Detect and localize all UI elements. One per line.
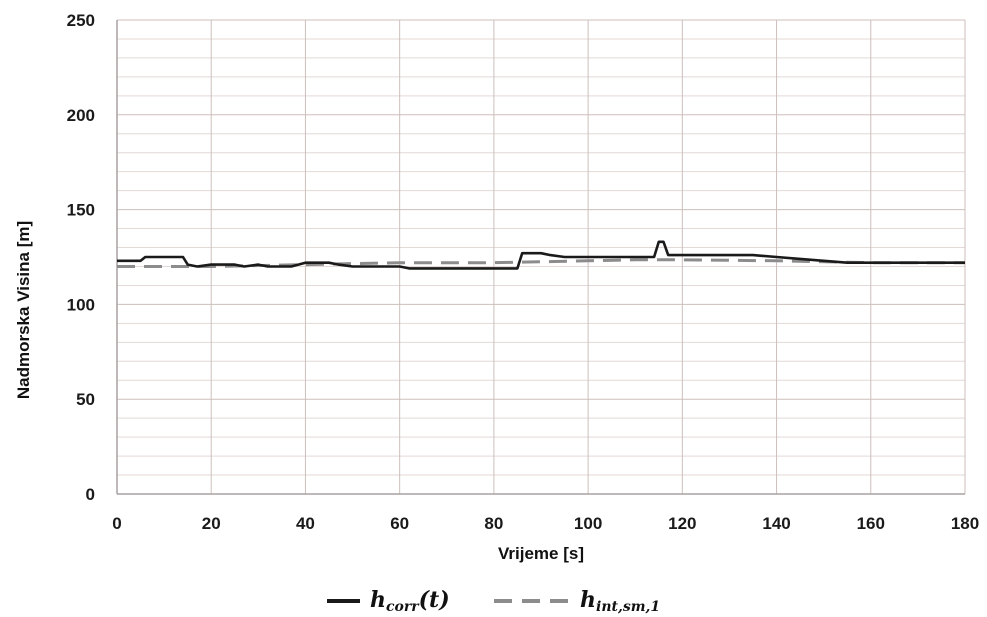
x-tick-label: 40 xyxy=(296,514,315,533)
x-tick-label: 140 xyxy=(762,514,790,533)
legend-label-h-int-sm-1: hint,sm,1 xyxy=(580,587,660,615)
series-line-1 xyxy=(117,258,965,268)
y-axis-title: Nadmorska Visina [m] xyxy=(14,221,33,399)
x-tick-label: 100 xyxy=(574,514,602,533)
y-tick-label: 100 xyxy=(67,295,95,314)
axes xyxy=(116,20,965,495)
legend-label-h-corr: hcorr(t) xyxy=(370,587,450,615)
minor-gridlines xyxy=(117,38,965,476)
x-axis-title: Vrijeme [s] xyxy=(498,544,584,563)
x-tick-label: 0 xyxy=(112,514,121,533)
y-tick-label: 50 xyxy=(76,390,95,409)
series-layer xyxy=(117,240,965,270)
y-tick-label: 250 xyxy=(67,11,95,30)
legend: hcorr(t) hint,sm,1 xyxy=(327,587,660,615)
series-line-0 xyxy=(117,240,965,270)
y-tick-label: 150 xyxy=(67,201,95,220)
x-tick-label: 20 xyxy=(202,514,221,533)
x-tick-label: 120 xyxy=(668,514,696,533)
x-tick-label: 80 xyxy=(484,514,503,533)
x-tick-label: 180 xyxy=(951,514,979,533)
x-tick-label: 60 xyxy=(390,514,409,533)
y-tick-label: 200 xyxy=(67,106,95,125)
tick-labels: 0 50 100 150 200 250 0 20 40 60 80 100 120 140 160 180 xyxy=(67,11,980,533)
x-tick-label: 160 xyxy=(857,514,885,533)
y-tick-label: 0 xyxy=(86,485,95,504)
major-gridlines xyxy=(116,19,966,495)
